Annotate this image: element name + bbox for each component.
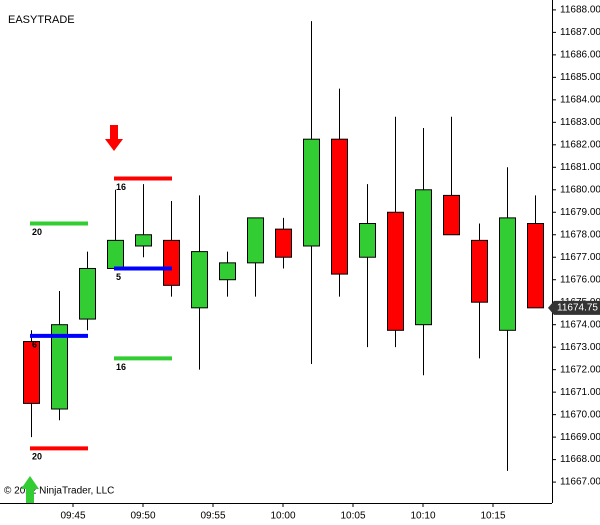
x-tick-label: 09:45 (60, 511, 85, 522)
y-tick-label: 11686.00 (560, 50, 600, 61)
x-tick-label: 10:15 (480, 511, 505, 522)
y-tick-label: 11669.00 (560, 432, 600, 443)
candle (163, 201, 180, 297)
y-tick-label: 11668.00 (560, 454, 600, 465)
y-tick-label: 11671.00 (560, 387, 600, 398)
candle-body (191, 251, 208, 309)
sell-arrow (105, 125, 123, 151)
y-tick-label: 11673.00 (560, 342, 600, 353)
y-tick-label: 11681.00 (560, 162, 600, 173)
y-tick-label: 11688.00 (560, 5, 600, 16)
arrow-head (21, 476, 39, 489)
y-tick-label: 11679.00 (560, 207, 600, 218)
candle-body (23, 341, 40, 404)
candle (527, 195, 544, 309)
y-tick-label: 11680.00 (560, 184, 600, 195)
x-tick-label: 10:10 (410, 511, 435, 522)
candle (415, 127, 432, 376)
candle-body (303, 138, 320, 247)
candle-body (79, 267, 96, 320)
candle (359, 184, 376, 348)
x-tick-label: 10:05 (340, 511, 365, 522)
x-tick-label: 09:55 (200, 511, 225, 522)
level-label: 5 (116, 272, 121, 282)
level-label: 20 (32, 227, 42, 237)
y-tick-label: 11682.00 (560, 139, 600, 150)
candle-body (135, 234, 152, 247)
y-tick-label: 11667.00 (560, 477, 600, 488)
y-tick-label: 11678.00 (560, 229, 600, 240)
last-price-label: 11674.75 (557, 302, 598, 313)
candle-body (163, 239, 180, 286)
candle-body (471, 239, 488, 303)
x-tick-label: 09:50 (130, 511, 155, 522)
candle-body (51, 324, 68, 410)
y-tick-label: 11684.00 (560, 94, 600, 105)
last-price-marker (548, 300, 600, 315)
candle-body (387, 211, 404, 331)
arrow-head (105, 139, 123, 151)
arrow-shaft (26, 488, 34, 503)
candle (51, 290, 68, 421)
buy-arrow (21, 476, 39, 503)
candle-body (247, 217, 264, 264)
y-tick-label: 11687.00 (560, 27, 600, 38)
candle-body (527, 223, 544, 309)
arrow-shaft (110, 125, 118, 140)
candle (135, 184, 152, 258)
candle (247, 217, 264, 297)
candle-body (107, 239, 124, 269)
y-tick-label: 11670.00 (560, 409, 600, 420)
candle (79, 251, 96, 331)
candle-body (443, 194, 460, 236)
candle (443, 116, 460, 236)
level-label: 16 (116, 182, 126, 192)
candle-body (415, 189, 432, 326)
level-label: 16 (116, 362, 126, 372)
candle (499, 167, 516, 471)
copyright: © 2022 NinjaTrader, LLC (4, 486, 114, 497)
candle (219, 251, 236, 297)
candle-body (499, 217, 516, 331)
candle-body (275, 228, 292, 258)
y-tick-label: 11685.00 (560, 72, 600, 83)
x-tick-label: 10:00 (270, 511, 295, 522)
candle-body (219, 262, 236, 281)
y-tick-label: 11676.00 (560, 274, 600, 285)
candle-body (359, 223, 376, 258)
candle (107, 189, 124, 269)
candle-body (331, 138, 348, 275)
y-tick-label: 11683.00 (560, 117, 600, 128)
level-label: 20 (32, 452, 42, 462)
y-tick-label: 11674.00 (560, 319, 600, 330)
chart-title: EASYTRADE (8, 14, 75, 26)
candle (471, 223, 488, 359)
candle (303, 21, 320, 365)
candle (331, 88, 348, 297)
candle (191, 195, 208, 370)
y-tick-label: 11677.00 (560, 252, 600, 263)
level-label: 6 (32, 339, 37, 349)
candle (23, 330, 40, 438)
candle (275, 217, 292, 269)
y-tick-label: 11672.00 (560, 364, 600, 375)
candle (387, 116, 404, 348)
